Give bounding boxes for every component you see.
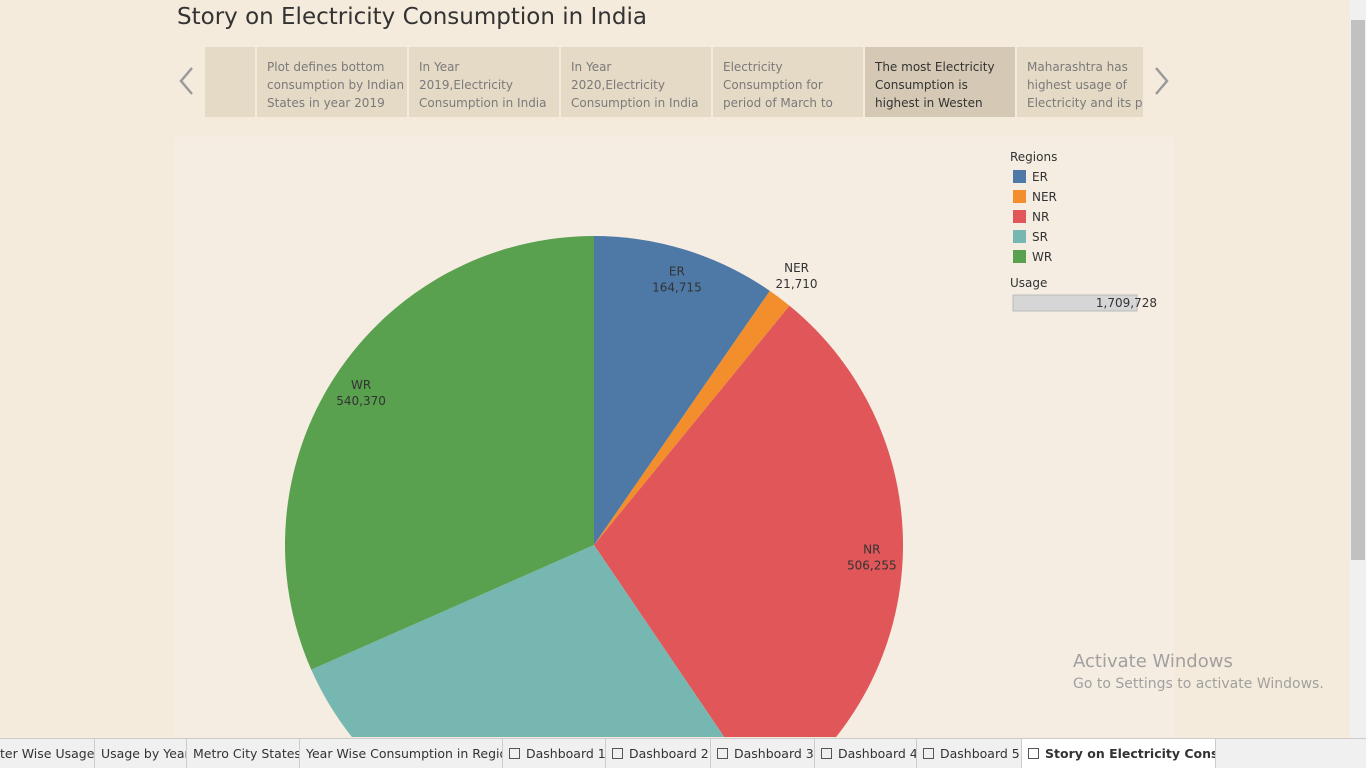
sheet-tab[interactable]: Dashboard 1: [503, 739, 606, 768]
legend-label[interactable]: NER: [1032, 190, 1057, 204]
story-point[interactable]: · Indian019: [205, 47, 255, 117]
sheet-tab[interactable]: Dashboard 2: [606, 739, 711, 768]
sheet-tab[interactable]: Usage by Year: [95, 739, 187, 768]
slice-value: 540,370: [336, 394, 386, 408]
legend-label[interactable]: ER: [1032, 170, 1048, 184]
story-point[interactable]: In Year 2019,Electricity Consumption in In…: [409, 47, 559, 117]
story-point-text: Electricity: [723, 60, 783, 74]
slice-label: NR: [863, 542, 880, 556]
story-point-text: Electricity and its pe: [1027, 96, 1143, 110]
story-point-text: In Year: [419, 60, 460, 74]
next-arrow[interactable]: [1151, 64, 1171, 98]
story-point-text: · Indian: [205, 58, 255, 76]
tab-label: ter Wise Usage: [0, 746, 95, 761]
sheet-tab[interactable]: ter Wise Usage: [0, 739, 95, 768]
pie-slice[interactable]: [311, 545, 767, 737]
slice-label: ER: [669, 265, 685, 279]
tab-label: Dashboard 4: [838, 746, 917, 761]
story-point-text: 2019,Electricity: [419, 78, 513, 92]
pie-slice[interactable]: [594, 305, 903, 737]
story-title: Story on Electricity Consumption in Indi…: [177, 4, 647, 30]
legend-label[interactable]: SR: [1032, 230, 1048, 244]
pie-slice[interactable]: [594, 236, 770, 545]
tab-label: Metro City States: [193, 746, 300, 761]
legend-swatch[interactable]: [1013, 230, 1026, 243]
tab-icon: [717, 748, 728, 759]
sheet-tab[interactable]: Story on Electricity Consu...: [1022, 739, 1216, 768]
watermark-title: Activate Windows: [1073, 651, 1233, 672]
story-point-text: period of March to: [723, 96, 833, 110]
story-point-text: highest in Westen: [875, 96, 983, 110]
legend-swatch[interactable]: [1013, 250, 1026, 263]
sheet-tab[interactable]: Year Wise Consumption in Region: [300, 739, 503, 768]
legend-label[interactable]: NR: [1032, 210, 1049, 224]
usage-title: Usage: [1010, 276, 1047, 290]
legend-label[interactable]: WR: [1032, 250, 1052, 264]
usage-label: 1,709,728: [1096, 296, 1157, 310]
story-point-text: Maharashtra has: [1027, 60, 1128, 74]
story-point-text: Consumption is: [875, 78, 968, 92]
slice-value: 164,715: [652, 281, 702, 295]
tab-label: Dashboard 5: [940, 746, 1020, 761]
tab-icon: [821, 748, 832, 759]
story-point-text: In Year: [571, 60, 612, 74]
story-points: · Indian019 Plot defines bottom consumptio…: [205, 47, 1143, 117]
story-point-text: States in year 2019: [267, 96, 385, 110]
story-point-text: Plot defines bottom: [267, 60, 385, 74]
slice-value: 21,710: [776, 277, 818, 291]
sheet-tabs: ter Wise Usage Usage by Year Metro City St…: [0, 738, 1366, 768]
pie-chart: ER 164,715 NER 21,710 NR 506,255 WR 540,370 Regi…: [284, 150, 1157, 737]
story-point[interactable]: Maharashtra has highest usage of Electrici…: [1017, 47, 1143, 117]
legend-swatch[interactable]: [1013, 190, 1026, 203]
tab-label: Usage by Year: [101, 746, 187, 761]
usage-bar: [1012, 294, 1138, 312]
tab-icon: [923, 748, 934, 759]
story-point-text: 2020,Electricity: [571, 78, 665, 92]
story-point-text: The most Electricity: [875, 60, 995, 74]
tab-label: Dashboard 1: [526, 746, 606, 761]
tab-icon: [612, 748, 623, 759]
slice-value: 506,255: [847, 558, 897, 572]
legend-swatch[interactable]: [1013, 210, 1026, 223]
story-point[interactable]: Plot defines bottom consumption by Indian…: [257, 47, 407, 117]
tab-label: Story on Electricity Consu...: [1045, 746, 1216, 761]
pie-slice[interactable]: [284, 236, 594, 670]
sheet-tab[interactable]: Metro City States: [187, 739, 300, 768]
pie-slice[interactable]: [594, 290, 790, 545]
story-point-text: Consumption for: [723, 78, 823, 92]
story-point-text: 019: [205, 76, 255, 94]
chart-area: ER 164,715 NER 21,710 NR 506,255 WR 540,370 Regi…: [174, 137, 1174, 737]
story-point[interactable]: The most Electricity Consumption is highes…: [865, 47, 1015, 117]
story-point-text: Consumption in India: [419, 96, 547, 110]
slice-label: WR: [351, 378, 371, 392]
legend-swatch[interactable]: [1013, 170, 1026, 183]
sheet-tab[interactable]: Dashboard 3: [711, 739, 815, 768]
story-point[interactable]: Electricity Consumption for period of Marc…: [713, 47, 863, 117]
tab-icon: [1028, 748, 1039, 759]
prev-arrow[interactable]: [177, 64, 197, 98]
tab-label: Dashboard 2: [629, 746, 709, 761]
story-point-text: Consumption in India: [571, 96, 699, 110]
story-point[interactable]: In Year 2020,Electricity Consumption in In…: [561, 47, 711, 117]
story-point-text: highest usage of: [1027, 78, 1127, 92]
tab-label: Year Wise Consumption in Region: [306, 746, 503, 761]
slice-label: NER: [784, 261, 809, 275]
tab-icon: [509, 748, 520, 759]
tab-label: Dashboard 3: [734, 746, 814, 761]
sheet-tab[interactable]: Dashboard 5: [917, 739, 1022, 768]
scroll-thumb[interactable]: [1351, 20, 1365, 560]
sheet-tab[interactable]: Dashboard 4: [815, 739, 917, 768]
legend-title: Regions: [1010, 150, 1057, 164]
story-point-text: consumption by Indian: [267, 78, 405, 92]
watermark-subtitle: Go to Settings to activate Windows.: [1073, 676, 1324, 692]
